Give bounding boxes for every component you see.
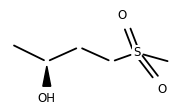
Text: O: O — [157, 83, 167, 96]
Text: S: S — [133, 46, 140, 59]
Text: O: O — [118, 9, 127, 22]
Polygon shape — [43, 66, 51, 86]
Text: OH: OH — [38, 92, 56, 105]
